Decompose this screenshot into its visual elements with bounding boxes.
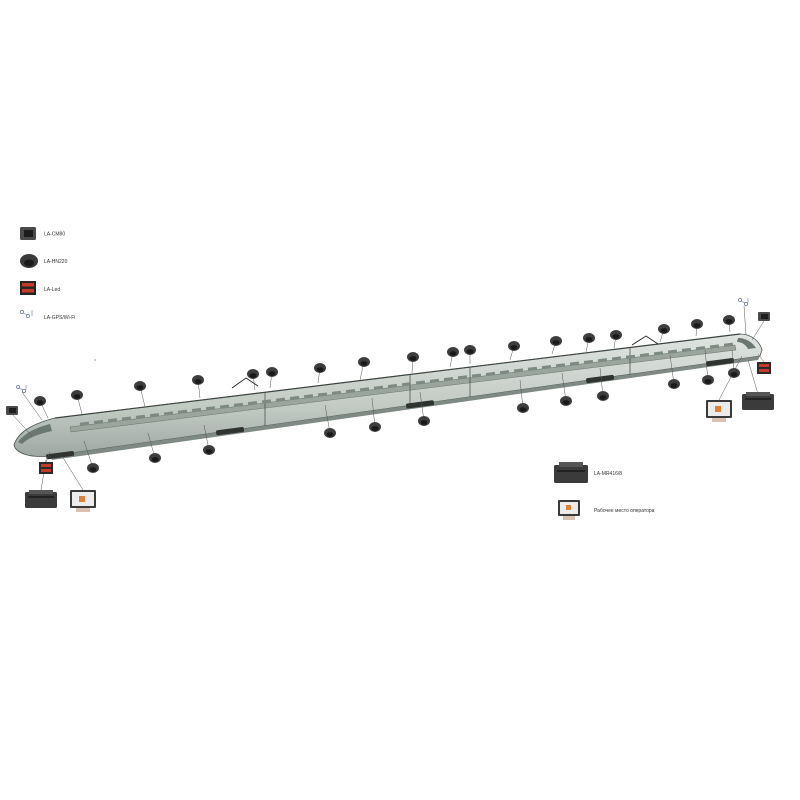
leader-line — [752, 321, 764, 340]
dome-camera-icon — [668, 379, 680, 389]
recorder-unit-icon — [742, 392, 774, 410]
operator-workstation-icon — [558, 500, 580, 520]
dome-camera-icon — [418, 416, 430, 426]
dome-camera-icon — [508, 341, 520, 351]
led-panel-icon — [757, 362, 771, 374]
gps-wifi-antenna-icon — [16, 385, 26, 393]
legend-item-hn220: LA-HN220 — [20, 254, 68, 268]
legend-label: LA-MR416/8 — [594, 471, 622, 477]
pantograph-rear — [632, 336, 658, 345]
recorder-unit-icon — [25, 490, 57, 508]
legend-label: Рабочее место оператора — [594, 508, 655, 514]
dome-camera-icon — [247, 369, 259, 379]
leader-line — [62, 456, 83, 490]
dome-camera-icon — [34, 396, 46, 406]
box-camera-icon — [758, 312, 770, 321]
legend-item-mr416: LA-MR416/8 — [554, 462, 622, 483]
box-camera-icon — [6, 406, 18, 415]
dome-camera-icon — [597, 391, 609, 401]
dome-camera-icon — [369, 422, 381, 432]
dome-camera-icon — [560, 396, 572, 406]
dome-camera-icon — [550, 336, 562, 346]
legend-item-gps-wifi: LA-GPS/Wi-Fi — [20, 310, 75, 321]
legend-top: LA-CM80 LA-HN220 LA-Led LA-GP — [20, 227, 75, 321]
dome-camera-icon — [314, 363, 326, 373]
dome-camera-icon — [447, 347, 459, 357]
operator-workstation-icon — [706, 400, 732, 422]
leader-line — [748, 360, 758, 394]
dome-camera-icon — [149, 453, 161, 463]
legend-item-cm80: LA-CM80 — [20, 227, 65, 240]
legend-item-led: LA-Led — [20, 281, 60, 295]
leader-line — [744, 306, 746, 335]
dome-camera-icon — [71, 390, 83, 400]
train — [14, 334, 762, 460]
legend-label: LA-GPS/Wi-Fi — [44, 315, 75, 321]
led-panel-icon — [39, 462, 53, 474]
legend-bottom: LA-MR416/8 Рабочее место оператора — [554, 462, 655, 520]
gps-wifi-antenna-icon — [738, 298, 748, 306]
dome-camera-icon — [723, 315, 735, 325]
dome-camera-icon — [407, 352, 419, 362]
legend-label: LA-CM80 — [44, 232, 65, 238]
dome-camera-icon — [134, 381, 146, 391]
dome-camera-icon — [691, 319, 703, 329]
dome-camera-icon — [658, 324, 670, 334]
dome-camera-icon — [203, 445, 215, 455]
dome-camera-icon — [324, 428, 336, 438]
dome-camera-icon — [266, 367, 278, 377]
dome-camera-icon — [728, 368, 740, 378]
dome-camera-icon — [192, 375, 204, 385]
dome-camera-icon — [702, 375, 714, 385]
led-panel-icon — [20, 281, 36, 295]
stray-dot — [94, 359, 95, 360]
operator-workstation-icon — [70, 490, 96, 512]
train-body — [14, 334, 762, 457]
legend-label: LA-Led — [44, 287, 60, 293]
box-camera-icon — [20, 227, 36, 240]
dome-camera-icon — [464, 345, 476, 355]
gps-wifi-antenna-icon — [20, 310, 32, 318]
dome-camera-icon — [358, 357, 370, 367]
legend-label: LA-HN220 — [44, 259, 68, 265]
dome-camera-icon — [610, 330, 622, 340]
dome-camera-icon — [20, 254, 38, 268]
dome-camera-icon — [517, 403, 529, 413]
window-band — [70, 345, 736, 432]
recorder-unit-icon — [554, 462, 588, 483]
dome-camera-icon — [87, 463, 99, 473]
dome-camera-icon — [583, 333, 595, 343]
legend-item-workstation: Рабочее место оператора — [558, 500, 655, 520]
